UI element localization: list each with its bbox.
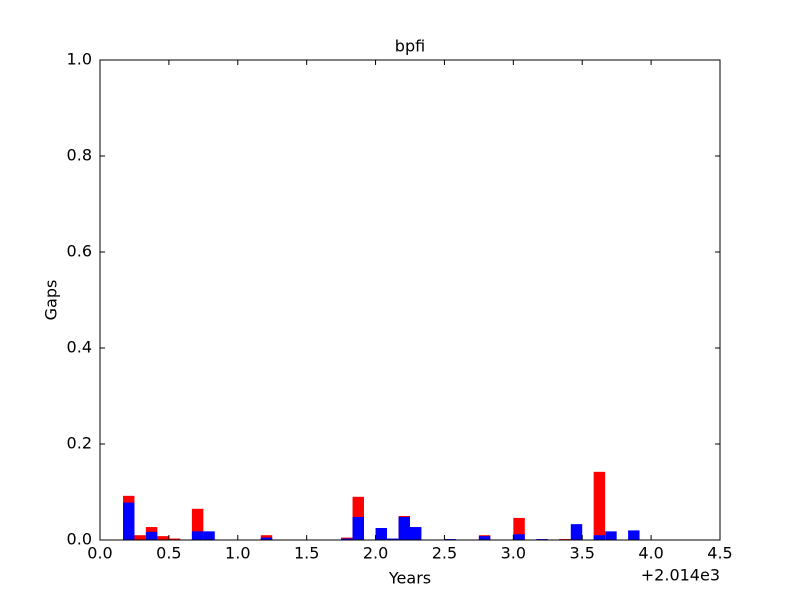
bar: [168, 538, 181, 540]
bar: [134, 535, 146, 540]
x-tick-label: 4.5: [707, 544, 732, 563]
bar: [191, 508, 204, 540]
bar: [191, 531, 204, 540]
bar: [260, 537, 273, 540]
bar: [593, 535, 606, 540]
bar: [478, 536, 491, 540]
bar: [157, 536, 169, 540]
y-tick-label: 0.4: [67, 338, 92, 357]
x-tick-label: 1.0: [225, 544, 250, 563]
bar: [341, 538, 353, 540]
x-tick-label: 2.0: [363, 544, 388, 563]
x-tick-label: 1.5: [294, 544, 319, 563]
x-tick-label: 4.0: [638, 544, 663, 563]
chart-title: bpfi: [395, 37, 425, 56]
x-offset-label: +2.014e3: [641, 566, 720, 585]
bar: [352, 516, 364, 540]
bar: [375, 528, 387, 540]
bar: [605, 531, 617, 540]
x-tick-label: 3.5: [569, 544, 594, 563]
y-tick-label: 1.0: [67, 50, 92, 69]
bar: [398, 516, 410, 540]
bar: [570, 524, 583, 540]
bar: [628, 530, 640, 540]
x-tick-label: 3.0: [501, 544, 526, 563]
x-tick-label: 0.5: [156, 544, 181, 563]
x-tick-label: 2.5: [432, 544, 457, 563]
bar: [513, 534, 525, 540]
y-tick-label: 0.6: [67, 242, 92, 261]
bar: [410, 527, 422, 540]
bar: [203, 531, 215, 540]
y-tick-label: 0.8: [67, 146, 92, 165]
y-axis-label: Gaps: [42, 280, 61, 321]
plot-frame: [99, 59, 721, 541]
y-tick-label: 0.2: [67, 434, 92, 453]
bar: [513, 517, 525, 540]
bar: [123, 502, 135, 540]
x-axis-label: Years: [388, 569, 431, 588]
bar: [386, 538, 399, 540]
x-tick-label: 0.0: [87, 544, 112, 563]
bar: [145, 531, 158, 540]
bar: [593, 471, 606, 540]
y-tick-label: 0.0: [67, 530, 92, 549]
